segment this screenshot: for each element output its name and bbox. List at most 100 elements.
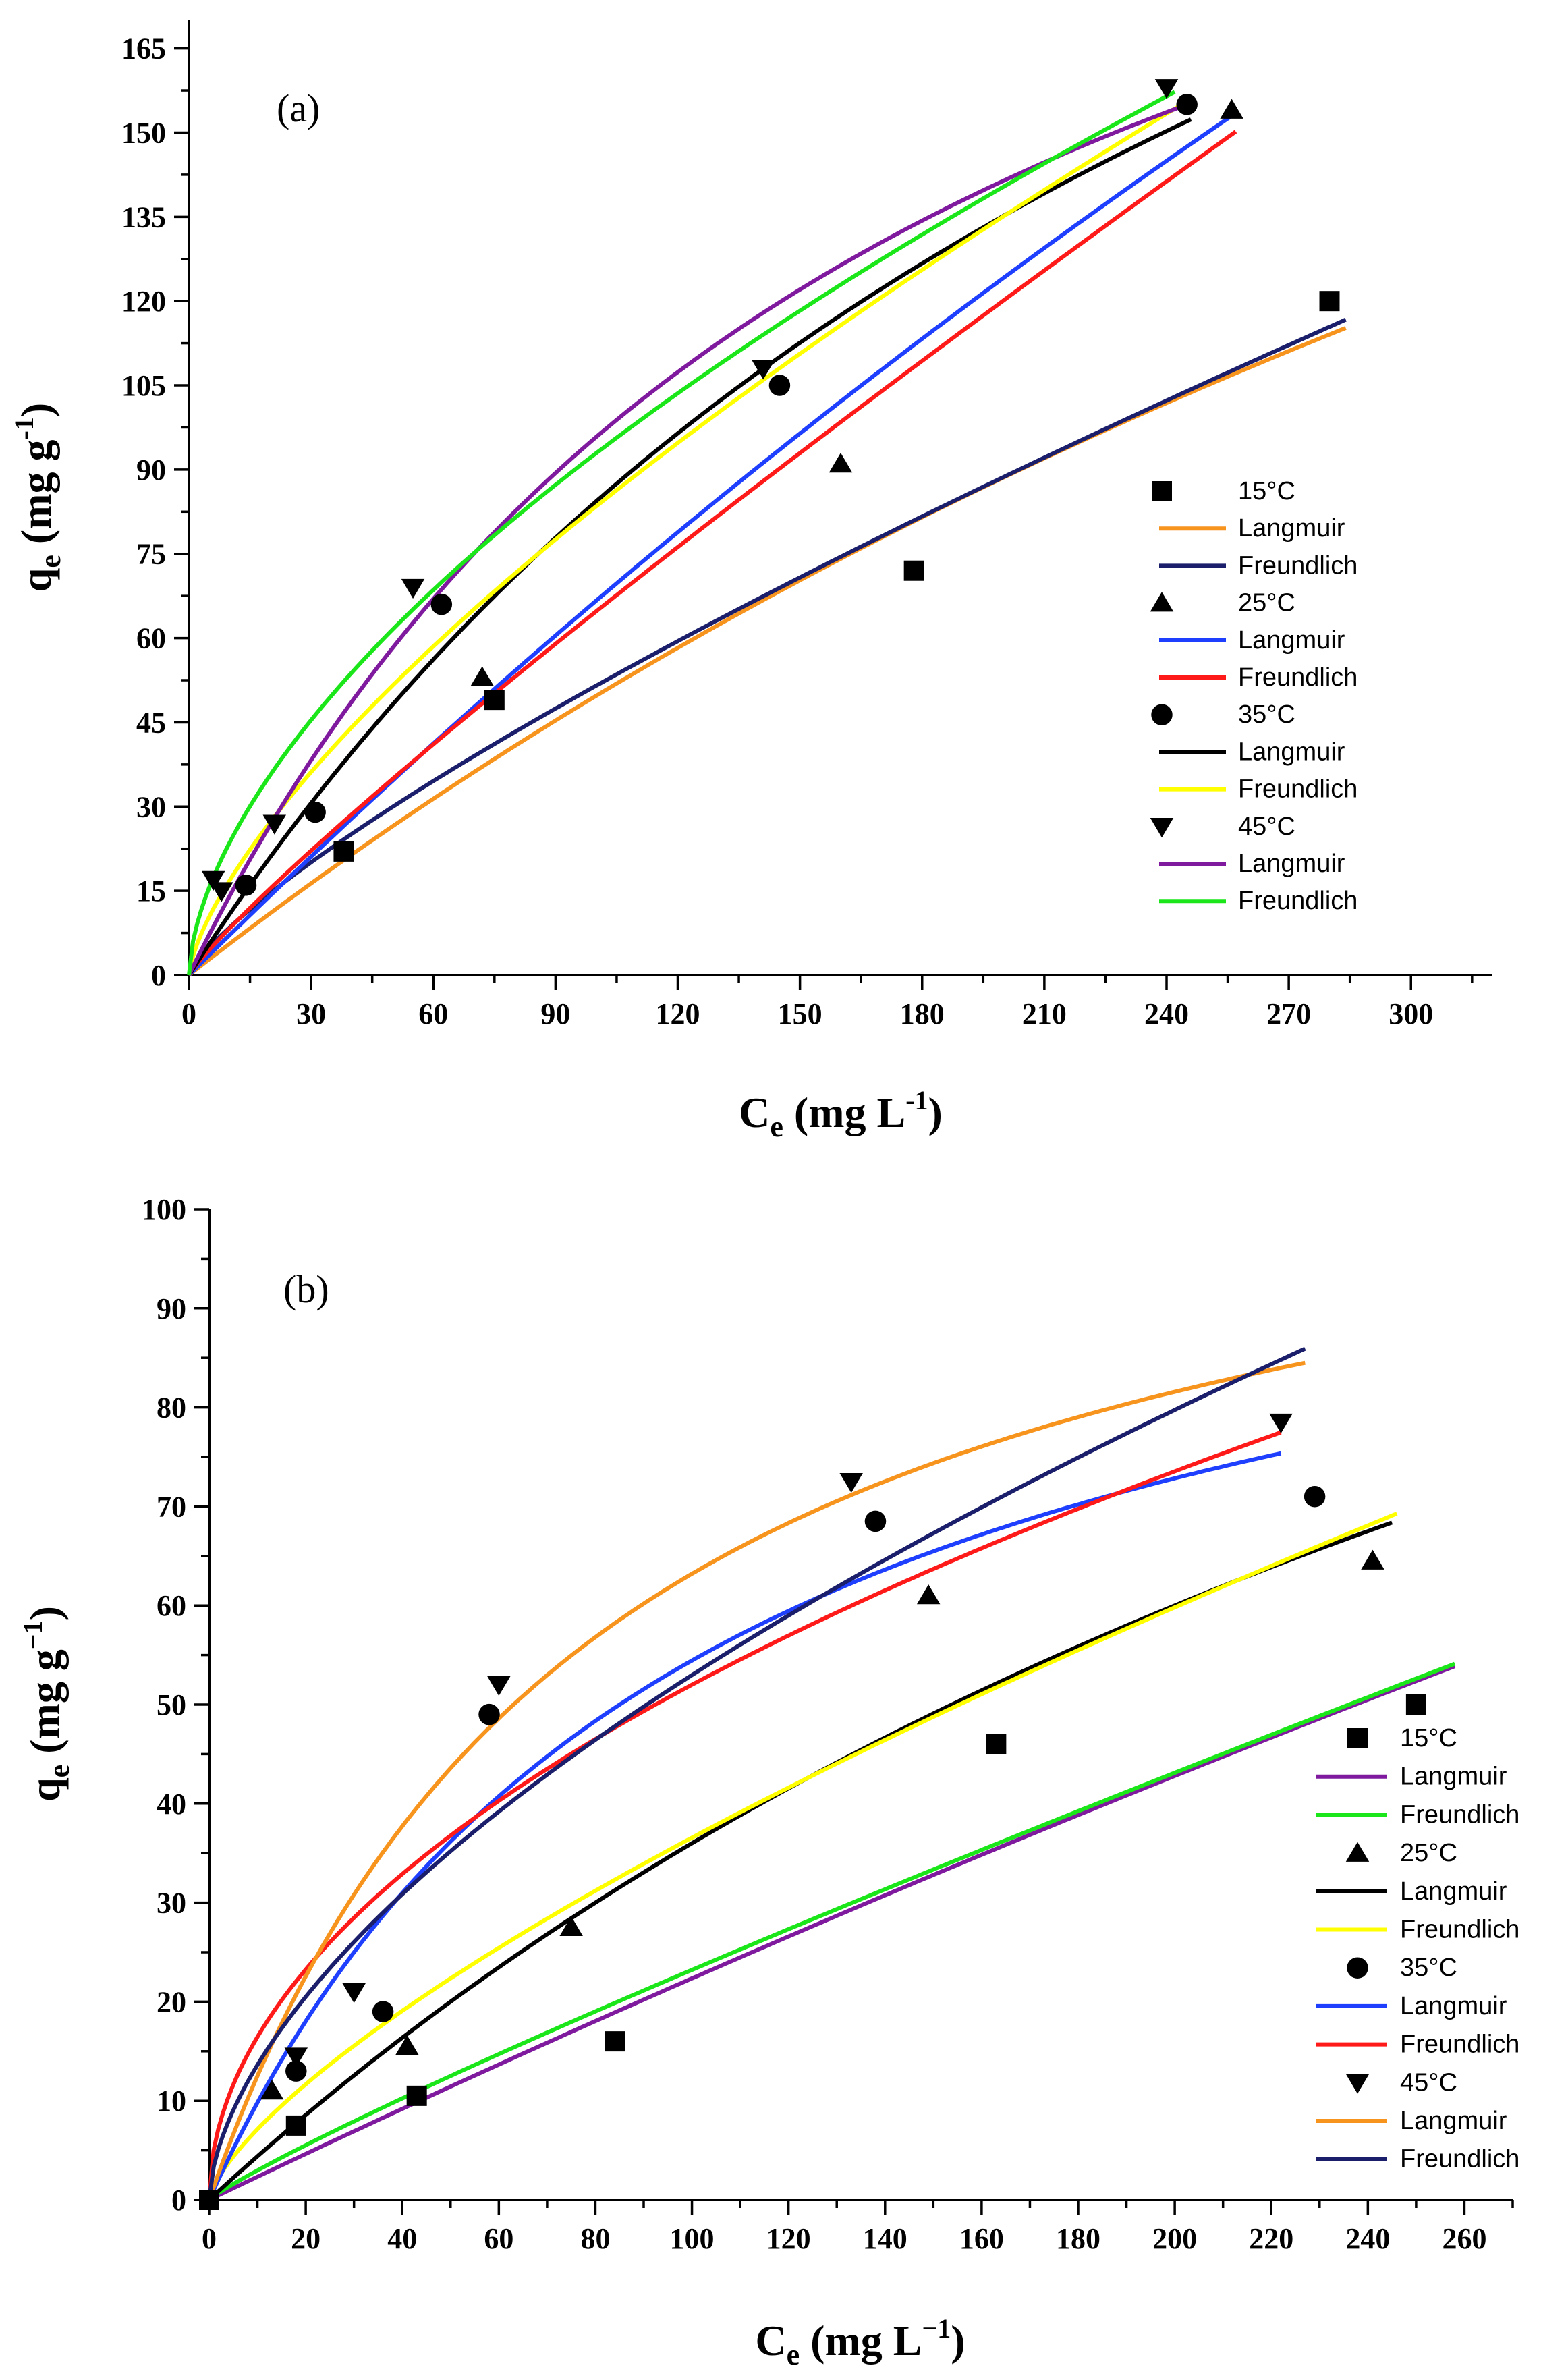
y-tick-label: 60 xyxy=(136,622,166,655)
legend-entry-label: Langmuir xyxy=(1238,850,1345,878)
fit-curve-langmuir-25c xyxy=(187,111,1237,977)
x-tick-label: 0 xyxy=(202,2222,217,2255)
fit-curve-langmuir-45c xyxy=(207,1360,1306,2201)
y-tick-label: 30 xyxy=(136,790,166,823)
axis-title-subscript: e xyxy=(770,1110,783,1143)
axis-title-base: C xyxy=(739,1088,770,1136)
fit-curve-freundlich-25c xyxy=(207,1512,1398,2201)
legend-entry-label: Freundlich xyxy=(1400,2030,1519,2059)
data-point-triangle-up xyxy=(829,453,853,473)
x-tick-label: 120 xyxy=(656,997,700,1030)
data-point-circle xyxy=(304,801,326,823)
x-tick-label: 120 xyxy=(766,2222,811,2255)
data-point-circle xyxy=(864,1510,887,1532)
x-tick-label: 60 xyxy=(418,997,448,1030)
data-point-square xyxy=(1405,1694,1426,1715)
x-tick-label: 150 xyxy=(778,997,822,1030)
y-tick-label: 0 xyxy=(171,2184,186,2217)
y-tick-label: 75 xyxy=(136,538,166,571)
x-tick-label: 30 xyxy=(296,997,326,1030)
fit-curve-freundlich-35c xyxy=(187,96,1192,976)
y-tick-label: 165 xyxy=(121,32,166,65)
x-tick-label: 100 xyxy=(670,2222,715,2255)
y-axis-title: qe (mg g-1) xyxy=(9,403,67,592)
axis-title-superscript: −1 xyxy=(18,1620,48,1649)
axis-title-superscript: -1 xyxy=(9,417,39,439)
data-point-triangle-up xyxy=(260,2080,284,2100)
legend-marker xyxy=(1345,1842,1370,1862)
data-point-circle xyxy=(1304,1485,1326,1508)
x-tick-label: 240 xyxy=(1345,2222,1390,2255)
y-tick-label: 20 xyxy=(157,1985,186,2018)
data-point-square xyxy=(199,2190,219,2210)
legend-marker xyxy=(1347,1957,1368,1979)
data-point-triangle-down xyxy=(201,870,225,891)
data-point-circle xyxy=(235,875,257,896)
panel-label: (b) xyxy=(283,1267,329,1311)
legend-entry-label: 15°C xyxy=(1238,477,1295,505)
fit-curve-freundlich-45c xyxy=(207,1346,1306,2201)
axis-title-superscript: −1 xyxy=(922,2313,951,2344)
x-tick-label: 260 xyxy=(1442,2222,1486,2255)
x-tick-label: 300 xyxy=(1389,997,1433,1030)
legend-entry-label: Langmuir xyxy=(1400,2107,1507,2135)
chart-panel-a: 0 30 60 90 120 150 180 210 240 270 300 0 15 30 45 60 75 9… xyxy=(9,20,1492,1143)
y-axis-title: qe (mg g−1) xyxy=(18,1606,76,1802)
fit-curve-freundlich-45c xyxy=(187,90,1176,976)
legend-entry-label: Freundlich xyxy=(1238,775,1357,804)
legend-entry-label: Freundlich xyxy=(1238,663,1357,692)
x-tick-label: 210 xyxy=(1022,997,1067,1030)
y-tick-label: 80 xyxy=(157,1391,186,1425)
axis-title-unit: (mg L xyxy=(800,2317,922,2365)
data-point-circle xyxy=(430,593,453,615)
data-point-triangle-down xyxy=(210,882,233,902)
legend-entry-label: Langmuir xyxy=(1238,738,1345,766)
legend-entry-label: Langmuir xyxy=(1238,514,1345,543)
y-tick-label: 40 xyxy=(157,1788,186,1821)
data-point-triangle-down xyxy=(401,578,425,599)
legend-marker xyxy=(1150,592,1174,612)
axis-title-unit-end: ) xyxy=(12,403,60,417)
axis-title-subscript: e xyxy=(787,2338,800,2371)
legend-entry-label: Langmuir xyxy=(1400,1992,1507,2020)
x-tick-label: 270 xyxy=(1266,997,1311,1030)
data-point-triangle-up xyxy=(559,1916,583,1937)
y-tick-label: 90 xyxy=(136,453,166,487)
legend-entry-label: Freundlich xyxy=(1238,887,1357,915)
x-tick-label: 80 xyxy=(580,2222,610,2255)
data-point-square xyxy=(1319,291,1340,312)
fit-curve-freundlich-15c xyxy=(187,317,1347,976)
fit-curve-freundlich-35c xyxy=(207,1430,1282,2201)
data-point-square xyxy=(285,2115,306,2136)
data-point-triangle-down xyxy=(752,360,775,380)
x-tick-label: 240 xyxy=(1144,997,1189,1030)
x-tick-label: 220 xyxy=(1249,2222,1293,2255)
y-tick-label: 150 xyxy=(121,116,166,149)
data-point-square xyxy=(406,2085,427,2106)
y-tick-label: 45 xyxy=(136,706,166,739)
legend-entry-label: 15°C xyxy=(1400,1724,1457,1752)
fit-curve-langmuir-45c xyxy=(187,103,1188,976)
chart-panel-b: 0 20 40 60 80 100 120 140 160 180 200 220 240 260 0 10 2… xyxy=(18,1193,1519,2371)
legend-marker xyxy=(1347,1728,1368,1748)
axis-title-subscript: e xyxy=(43,1765,76,1778)
data-point-square xyxy=(484,690,505,711)
legend-entry-label: 25°C xyxy=(1238,589,1295,617)
x-tick-label: 180 xyxy=(900,997,945,1030)
legend-entry-label: Langmuir xyxy=(1238,626,1345,655)
legend-entry-label: Freundlich xyxy=(1400,1800,1519,1829)
data-point-triangle-down xyxy=(1269,1413,1293,1434)
y-tick-label: 50 xyxy=(157,1688,186,1721)
legend-entry-label: 35°C xyxy=(1238,700,1295,729)
data-point-circle xyxy=(478,1703,500,1725)
x-tick-label: 60 xyxy=(484,2222,513,2255)
axis-title-base: C xyxy=(755,2317,786,2365)
legend-entry-label: 45°C xyxy=(1238,812,1295,841)
data-point-square xyxy=(986,1734,1007,1754)
data-point-triangle-up xyxy=(395,2035,419,2055)
x-tick-label: 140 xyxy=(863,2222,907,2255)
legend-entry-label: Langmuir xyxy=(1400,1763,1507,1791)
legend-marker xyxy=(1151,704,1173,725)
y-tick-label: 15 xyxy=(136,875,166,908)
